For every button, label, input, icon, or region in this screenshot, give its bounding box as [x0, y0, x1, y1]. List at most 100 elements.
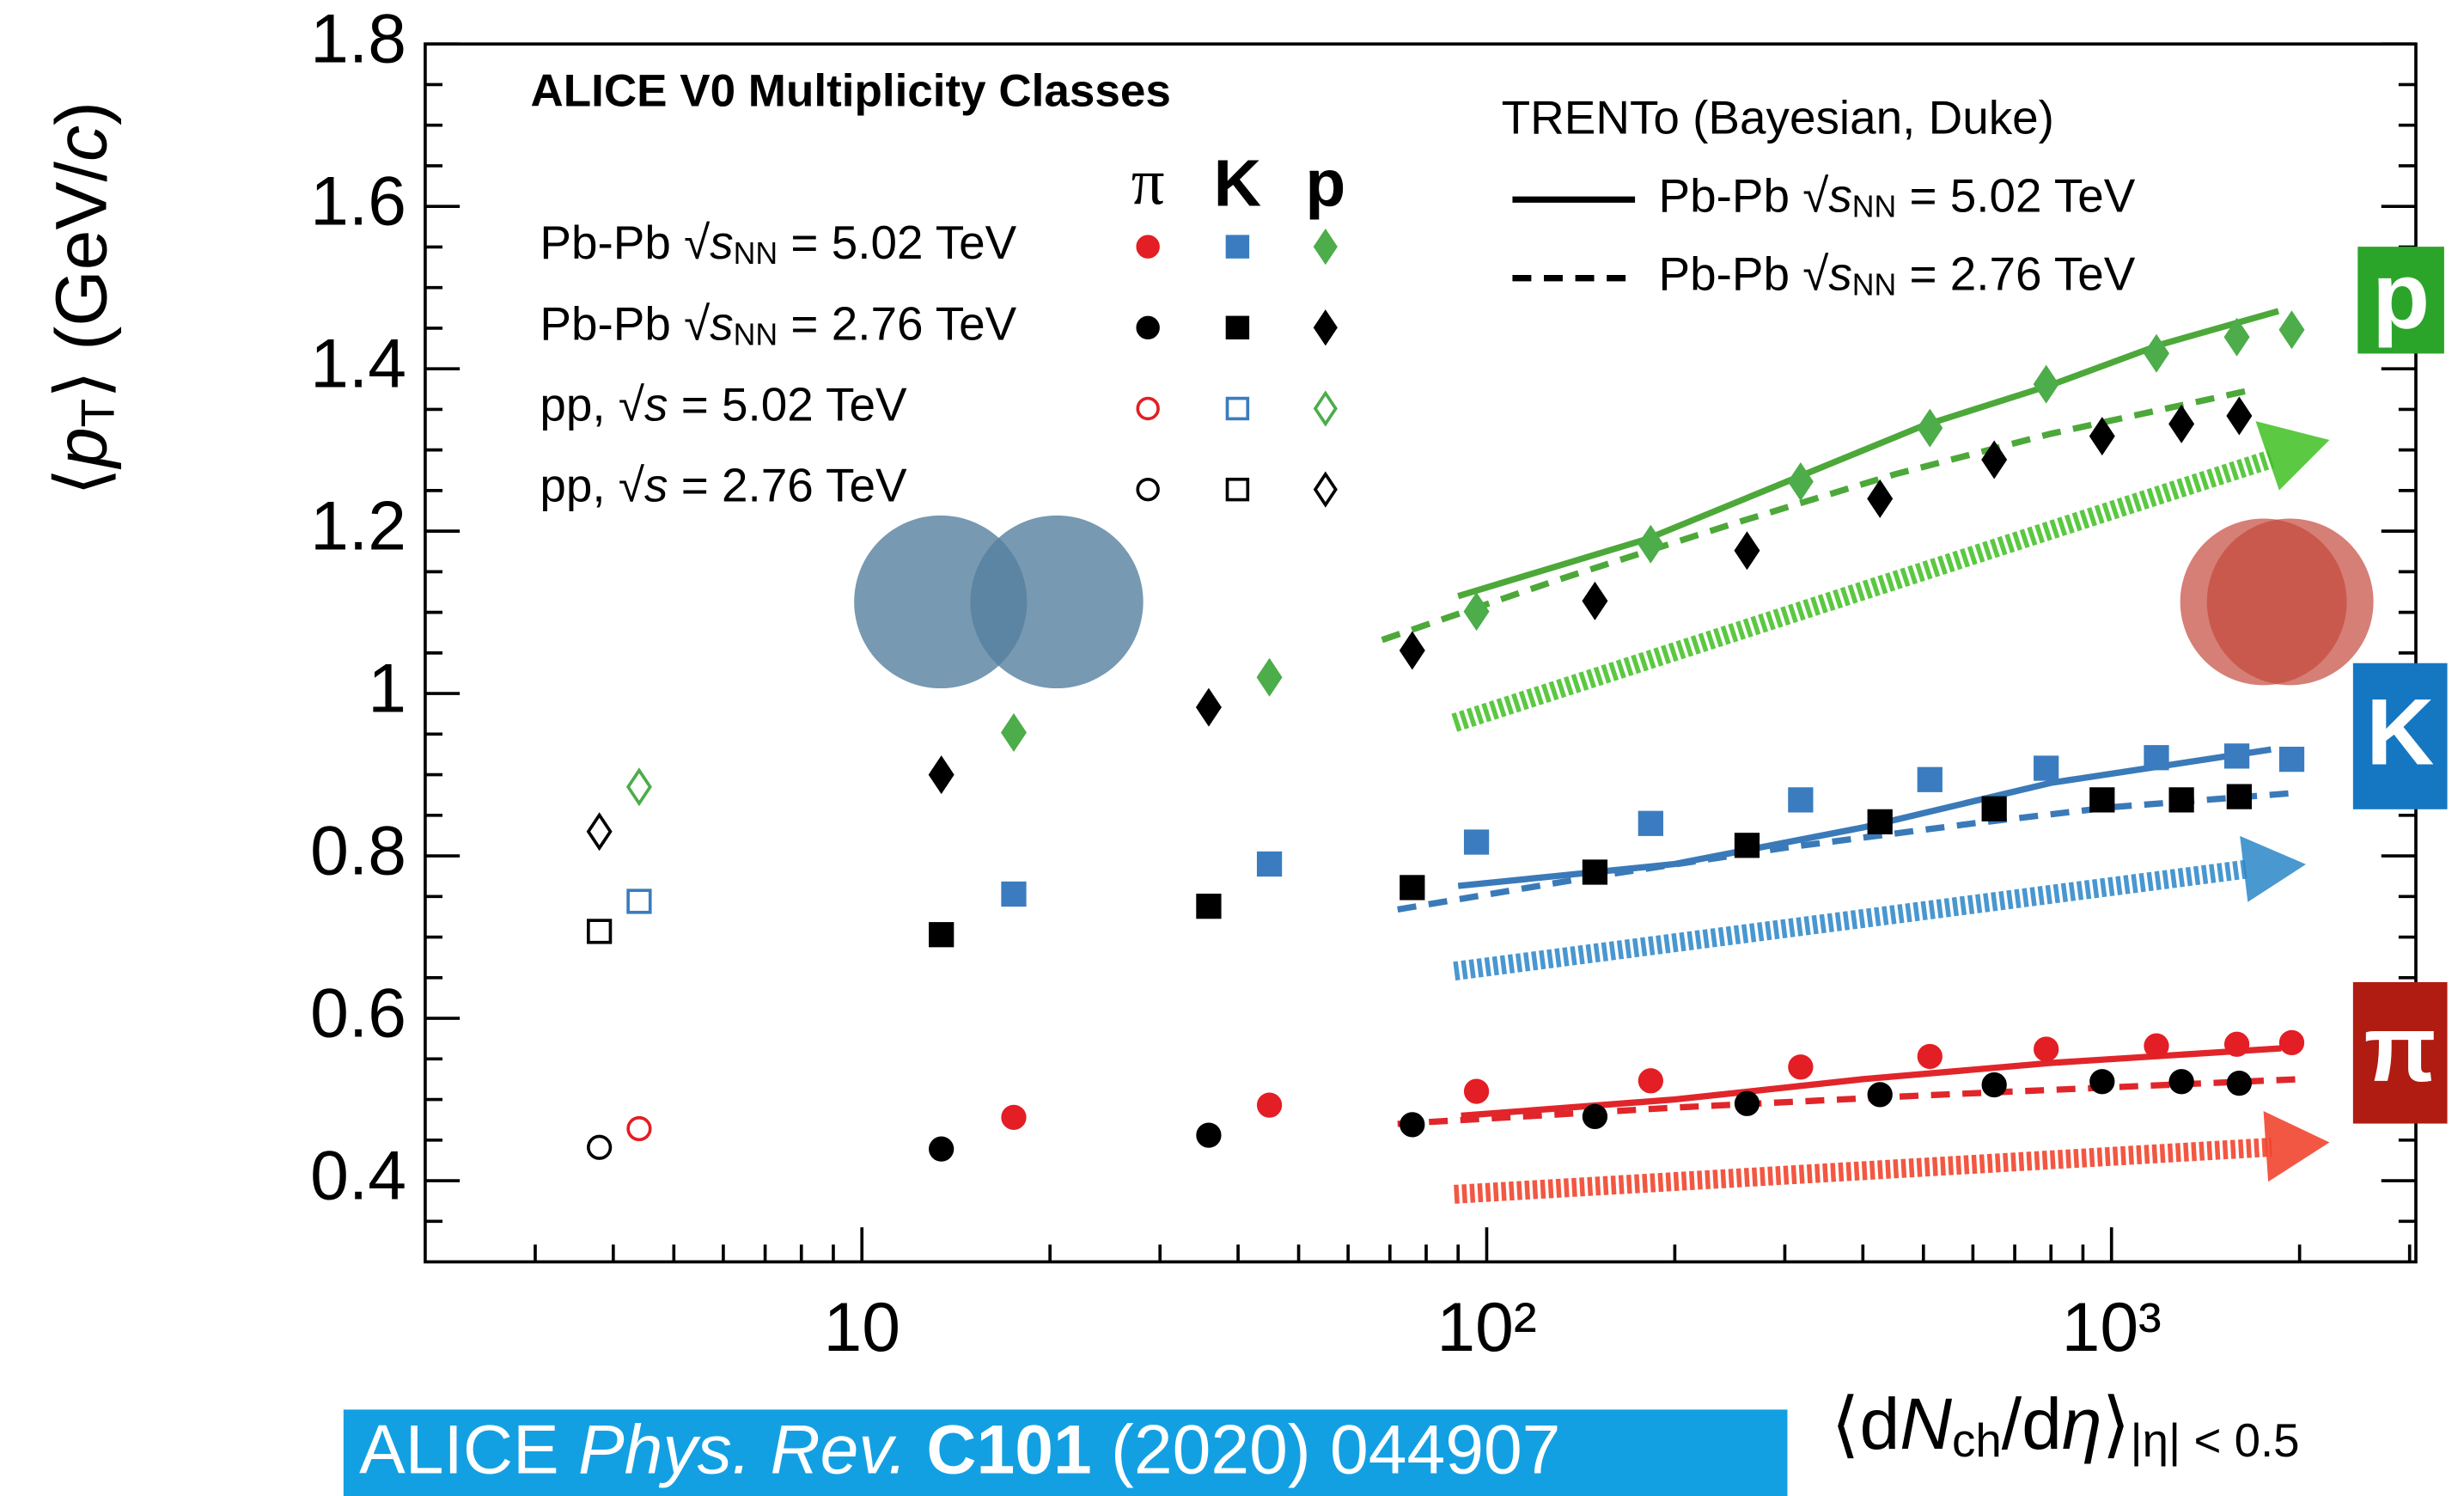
data-point	[1198, 1124, 1220, 1146]
label-part: c	[41, 125, 122, 162]
x-tick-label: 10	[823, 1289, 900, 1366]
y-tick-label: 0.4	[310, 1137, 406, 1214]
label-part: s	[710, 297, 733, 351]
data-point	[1983, 797, 2005, 820]
label-part: √	[619, 459, 645, 512]
label-part: s	[1828, 169, 1851, 223]
data-point	[2226, 1033, 2248, 1055]
label-part: √	[1802, 247, 1829, 301]
data-point	[2035, 757, 2058, 779]
label-part: √	[1802, 169, 1829, 223]
legend-marker	[1137, 317, 1158, 338]
label-part: = 2.76 TeV	[1896, 247, 2135, 301]
legend-marker	[1228, 317, 1248, 338]
data-point	[2226, 745, 2248, 767]
x-tick-label: 10³	[2062, 1289, 2162, 1366]
data-point	[1918, 768, 1941, 791]
label-part: NN	[734, 318, 778, 352]
label-part: N	[1900, 1383, 1952, 1464]
label-part: s	[1828, 247, 1851, 301]
legend-label: pp, √s = 5.02 TeV	[540, 378, 907, 431]
label-part: = 2.76 TeV	[668, 459, 906, 512]
label-part: |η| < 0.5	[2130, 1414, 2299, 1467]
species-box-label: π	[2364, 997, 2437, 1102]
data-point	[2229, 1072, 2251, 1095]
data-point	[2229, 785, 2251, 808]
legend-species: π	[1131, 145, 1165, 218]
label-part: ch	[1952, 1414, 2002, 1467]
label-part: Pb-Pb	[1659, 247, 1803, 301]
label-part: p	[41, 427, 122, 470]
legend-label: pp, √s = 2.76 TeV	[540, 459, 907, 512]
y-axis-title: ⟨pT⟩ (GeV/c)	[41, 101, 125, 496]
label-part: )	[41, 101, 122, 125]
y-tick-label: 0.8	[310, 812, 406, 889]
label-part: ⟨	[41, 467, 122, 496]
data-point	[1584, 1106, 1607, 1128]
y-tick-label: 0.6	[310, 974, 406, 1052]
data-point	[2145, 1035, 2168, 1057]
data-point	[2091, 1071, 2113, 1093]
label-part: T	[71, 399, 125, 427]
legend-label: Pb-Pb √sNN = 2.76 TeV	[1659, 247, 2136, 302]
label-part: = 5.02 TeV	[1896, 169, 2135, 223]
species-box-label: p	[2372, 244, 2430, 349]
label-part: C101	[907, 1412, 1092, 1489]
data-point	[2035, 1038, 2058, 1060]
label-part: η	[2062, 1383, 2102, 1464]
data-point	[1790, 1056, 1812, 1078]
label-part: pp,	[540, 459, 619, 512]
data-point	[1259, 1094, 1281, 1116]
label-part: = 5.02 TeV	[668, 378, 906, 431]
label-part: = 5.02 TeV	[778, 217, 1016, 270]
y-tick-label: 1.6	[310, 162, 406, 240]
data-point	[1259, 853, 1281, 876]
label-part: Pb-Pb	[540, 217, 684, 270]
legend-marker	[1137, 236, 1158, 257]
data-point	[930, 1138, 953, 1160]
label-part: NN	[1852, 268, 1897, 302]
data-point	[1198, 895, 1220, 918]
data-point	[1640, 1070, 1662, 1092]
legend-title: ALICE V0 Multiplicity Classes	[530, 66, 1170, 117]
label-part: ⟨d	[1832, 1383, 1900, 1464]
label-part: NN	[1852, 189, 1897, 223]
ion	[2207, 518, 2374, 685]
data-point	[1869, 811, 1891, 833]
label-part: (2020) 044907	[1092, 1412, 1561, 1489]
data-point	[1918, 1046, 1941, 1068]
legend-label: Pb-Pb √sNN = 2.76 TeV	[540, 297, 1016, 352]
label-part: Pb-Pb	[540, 297, 684, 351]
legend-label: Pb-Pb √sNN = 5.02 TeV	[1659, 169, 2136, 224]
label-part: √	[684, 297, 711, 351]
legend-species: p	[1305, 147, 1345, 221]
label-part: s	[710, 217, 733, 270]
data-point	[1401, 1114, 1424, 1136]
label-part: NN	[734, 236, 778, 271]
data-point	[1401, 876, 1424, 899]
x-tick-label: 10²	[1436, 1289, 1536, 1366]
data-point	[2281, 748, 2303, 771]
page: {"chart_data": { "type": "scatter", "xsc…	[0, 0, 2464, 1496]
y-tick-label: 1.8	[310, 0, 406, 77]
data-point	[1790, 789, 1812, 811]
data-point	[1003, 1107, 1025, 1129]
data-point	[1003, 883, 1025, 906]
data-point	[2170, 1071, 2193, 1093]
data-point	[1736, 1092, 1759, 1114]
species-box-label: K	[2366, 680, 2434, 785]
data-point	[1736, 834, 1759, 857]
y-tick-label: 1.4	[310, 325, 406, 402]
label-part: = 2.76 TeV	[778, 297, 1016, 351]
data-point	[2091, 789, 2113, 811]
data-point	[2170, 789, 2193, 811]
label-part: pp,	[540, 378, 619, 431]
y-tick-label: 1.2	[310, 487, 406, 565]
label-part: s	[644, 378, 668, 431]
label-part: √	[619, 378, 645, 431]
label-part: Phys. Rev.	[578, 1412, 907, 1489]
model-title: TRENTo (Bayesian, Duke)	[1502, 90, 2054, 143]
data-point	[1640, 812, 1662, 834]
legend-marker	[1228, 236, 1248, 257]
label-part: √	[684, 217, 711, 270]
